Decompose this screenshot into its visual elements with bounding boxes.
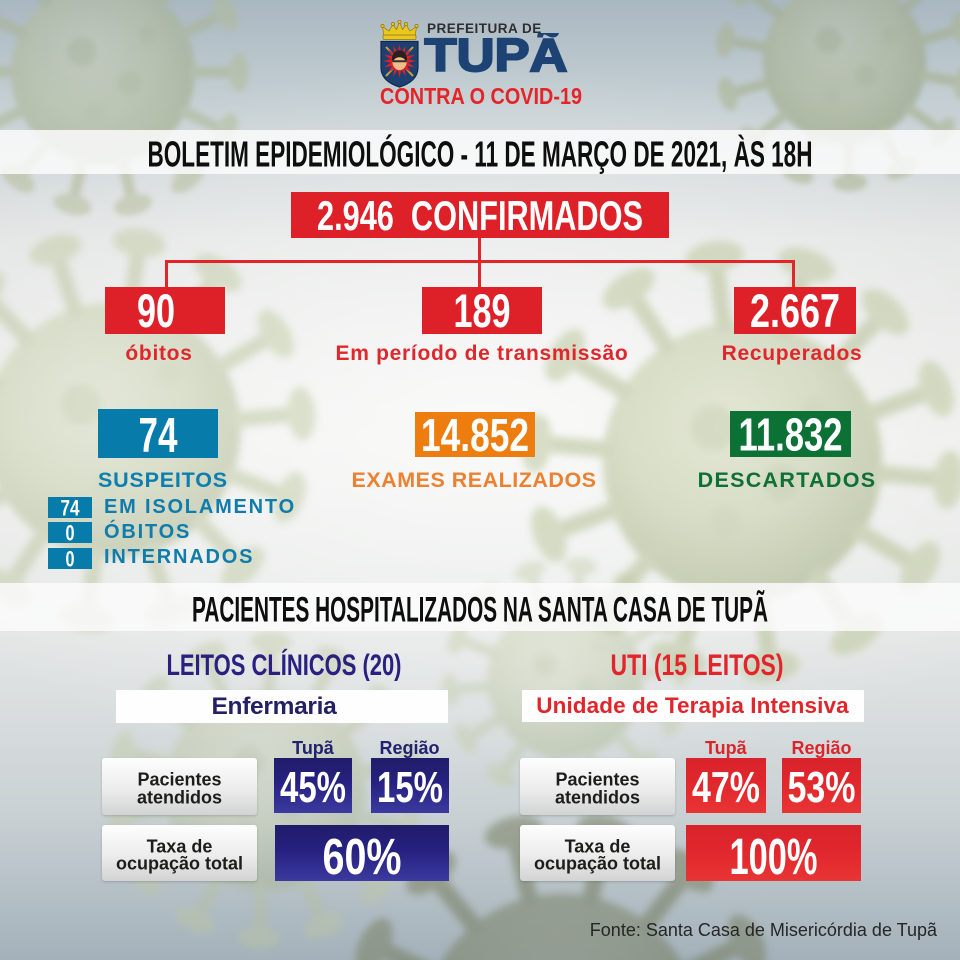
svg-text:15%: 15% <box>377 764 443 812</box>
svg-text:UTI (15 LEITOS): UTI (15 LEITOS) <box>611 649 784 682</box>
svg-text:14.852: 14.852 <box>421 412 529 458</box>
svg-text:74: 74 <box>139 409 178 458</box>
svg-text:11.832: 11.832 <box>738 411 842 458</box>
svg-text:47%: 47% <box>692 764 760 812</box>
svg-text:LEITOS CLÍNICOS (20): LEITOS CLÍNICOS (20) <box>167 648 402 682</box>
svg-text:2.667: 2.667 <box>750 287 840 334</box>
svg-text:0: 0 <box>66 522 75 543</box>
svg-text:100%: 100% <box>730 828 818 881</box>
svg-text:TUPÃ: TUPÃ <box>425 33 568 78</box>
svg-text:53%: 53% <box>788 764 856 812</box>
svg-text:PACIENTES HOSPITALIZADOS NA SA: PACIENTES HOSPITALIZADOS NA SANTA CASA D… <box>192 591 768 630</box>
svg-text:0: 0 <box>66 548 75 569</box>
svg-text:90: 90 <box>137 287 175 334</box>
svg-text:BOLETIM EPIDEMIOLÓGICO - 11 DE: BOLETIM EPIDEMIOLÓGICO - 11 DE MARÇO DE … <box>148 132 813 174</box>
svg-text:45%: 45% <box>280 764 346 812</box>
svg-text:189: 189 <box>453 287 510 334</box>
svg-text:74: 74 <box>61 497 81 518</box>
svg-text:60%: 60% <box>322 828 401 881</box>
svg-text:2.946 CONFIRMADOS: 2.946 CONFIRMADOS <box>317 192 643 238</box>
svg-text:CONTRA O COVID-19: CONTRA O COVID-19 <box>380 83 582 109</box>
